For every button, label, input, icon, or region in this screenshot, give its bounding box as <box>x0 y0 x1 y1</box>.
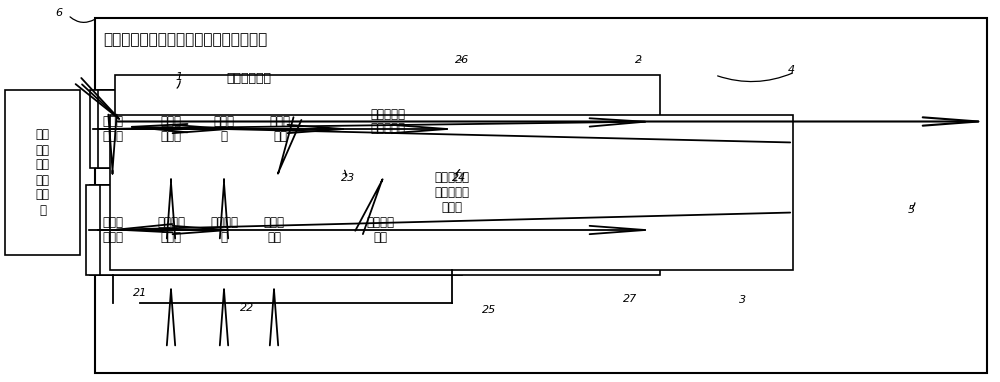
Bar <box>95 18 987 373</box>
Text: 中频滤
波器: 中频滤 波器 <box>270 115 290 143</box>
Text: 模数转换
模块: 模数转换 模块 <box>366 216 394 244</box>
Text: 本地振荡
器: 本地振荡 器 <box>210 216 238 244</box>
Bar <box>110 115 793 270</box>
Text: 光电转
换模块: 光电转 换模块 <box>102 115 123 143</box>
Bar <box>220 60 790 355</box>
Text: 整机基准与
时序产生控
制模块: 整机基准与 时序产生控 制模块 <box>434 171 469 214</box>
Text: 23: 23 <box>341 173 355 183</box>
Text: 4: 4 <box>788 65 795 75</box>
Bar <box>90 90 358 168</box>
Bar <box>86 185 462 275</box>
Text: 光载微波信号动态宽频实时数字解调系统: 光载微波信号动态宽频实时数字解调系统 <box>103 32 267 47</box>
Bar <box>98 90 462 168</box>
Text: 25: 25 <box>482 305 496 315</box>
Text: 自动增益
衰减器: 自动增益 衰减器 <box>157 216 185 244</box>
Text: 实时解调信
号处理模块: 实时解调信 号处理模块 <box>370 107 405 136</box>
Bar <box>5 90 80 255</box>
Bar <box>99 90 243 168</box>
Text: 2: 2 <box>635 55 642 65</box>
Bar <box>90 185 358 275</box>
Text: 下变频
器: 下变频 器 <box>214 115 234 143</box>
Text: 27: 27 <box>623 294 637 304</box>
Text: 抗镜像
滤波器: 抗镜像 滤波器 <box>160 115 182 143</box>
Text: 24: 24 <box>452 173 466 183</box>
Text: 接收通道模块: 接收通道模块 <box>226 71 271 84</box>
Bar <box>115 75 660 168</box>
Bar <box>99 185 243 275</box>
Text: 5: 5 <box>908 205 915 215</box>
Text: 补偿放
大器: 补偿放 大器 <box>264 216 285 244</box>
Bar <box>95 90 130 168</box>
Text: 22: 22 <box>240 303 254 313</box>
Text: 低噪声
放大器: 低噪声 放大器 <box>102 216 123 244</box>
Text: 3: 3 <box>739 295 746 305</box>
Text: 26: 26 <box>455 55 469 65</box>
Text: 21: 21 <box>133 288 147 298</box>
Text: 光纤
激光
双频
拍波
传感
器: 光纤 激光 双频 拍波 传感 器 <box>36 128 50 217</box>
Bar <box>100 185 660 275</box>
Text: 1: 1 <box>175 72 182 82</box>
Bar <box>95 185 130 275</box>
Text: 6: 6 <box>55 8 62 18</box>
